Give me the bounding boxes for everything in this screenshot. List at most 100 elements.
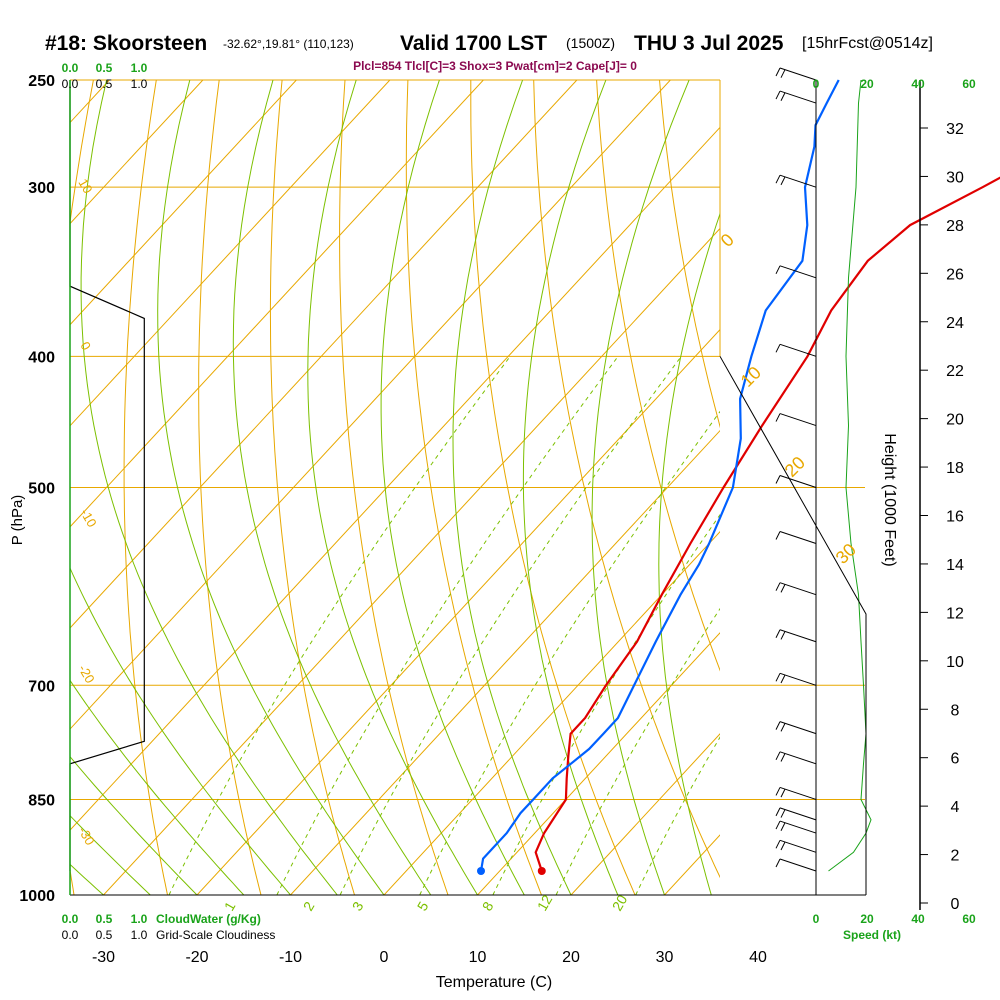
wind-barb-flag: [780, 753, 786, 762]
valid-zulu: (1500Z): [566, 35, 615, 51]
adiabat-label: -10: [77, 506, 99, 530]
wind-barb-flag: [775, 629, 781, 638]
moist-adiabat--10: [70, 566, 291, 895]
wind-barb: [779, 629, 817, 643]
wind-barb: [779, 858, 817, 872]
height-tick-label: 14: [946, 557, 964, 574]
temperature-surface-point: [537, 867, 546, 876]
dry-adiabat-330: [659, 80, 720, 429]
sounding-series: [476, 79, 1000, 876]
wind-barb: [779, 582, 817, 596]
height-axis-label: Height (1000 Feet): [881, 433, 898, 566]
wind-barb: [779, 820, 817, 834]
cloudiness-tick-top: 1.0: [131, 77, 148, 91]
cloudwater-tick-bottom: 0.5: [96, 912, 113, 926]
temperature-axis-label: Temperature (C): [436, 974, 552, 991]
mixing-ratio-label: 12: [534, 892, 556, 914]
valid-time: Valid 1700 LST: [400, 32, 547, 55]
cloudiness-tick-bottom: 0.0: [62, 928, 79, 942]
wind-barb-flag: [780, 809, 786, 818]
wind-barb: [779, 672, 817, 686]
mixing-ratio-20: [635, 736, 720, 895]
valid-date: THU 3 Jul 2025: [634, 32, 784, 55]
wind-barb-flag: [775, 90, 781, 100]
isotherm--50: [70, 80, 671, 730]
wind-barb-flag: [780, 631, 786, 640]
panel-border: [719, 356, 867, 895]
pressure-tick-label: 300: [28, 180, 55, 197]
forecast-info: [15hrFcst@0514z]: [802, 35, 933, 52]
cloudwater-tick-top: 1.0: [131, 61, 148, 75]
height-tick-label: 2: [951, 848, 960, 865]
isotherm--90: [70, 80, 297, 326]
speed-label: Speed (kt): [843, 928, 901, 942]
height-tick-label: 24: [946, 315, 964, 332]
height-tick-label: 30: [946, 169, 964, 186]
wind-barb-flag: [780, 788, 786, 798]
moist-adiabat-10: [307, 80, 478, 895]
cloudwater-tick-bottom: 0.0: [62, 912, 79, 926]
speed-tick-bottom: 60: [962, 912, 976, 926]
mixing-ratio-3: [339, 356, 682, 895]
sounding-params: Plcl=854 Tlcl[C]=3 Shox=3 Pwat[cm]=2 Cap…: [353, 59, 637, 73]
speed-tick-top: 40: [911, 77, 925, 91]
moist-adiabat-5: [232, 80, 432, 895]
cloudwater-tick-top: 0.0: [62, 61, 79, 75]
wind-barb-flag: [775, 751, 781, 761]
isotherm-label: 30: [832, 540, 860, 568]
cloudiness-line: [69, 80, 145, 871]
adiabat-label: -30: [75, 824, 97, 848]
height-tick-label: 6: [951, 751, 960, 768]
height-tick-label: 20: [946, 412, 964, 429]
adiabat-label: 0: [77, 339, 94, 353]
isotherm-50: [852, 80, 1000, 895]
height-tick-label: 28: [946, 218, 964, 235]
moist-adiabat-35: [658, 212, 720, 895]
wind-barbs: [775, 67, 872, 872]
wind-barb: [779, 751, 817, 765]
moist-adiabat-0: [157, 80, 385, 895]
dry-adiabat-300: [470, 80, 636, 895]
isotherm-label: 20: [781, 453, 809, 481]
wind-barb: [779, 174, 817, 188]
isotherm--80: [70, 80, 391, 427]
wind-barb-flag: [775, 265, 781, 275]
cloudwater-label: CloudWater (g/Kg): [156, 912, 261, 926]
wind-barb-flag: [775, 344, 781, 353]
isotherm-label: 10: [737, 363, 765, 391]
station-coords: -32.62°,19.81° (110,123): [223, 37, 354, 51]
adiabat-label: 10: [75, 176, 95, 196]
height-tick-label: 10: [946, 654, 964, 671]
dry-adiabat-380: [974, 80, 1000, 895]
speed-tick-bottom: 0: [813, 912, 820, 926]
pressure-tick-label: 850: [28, 792, 55, 809]
dry-adiabat-360: [848, 80, 1000, 895]
dewpoint-surface-point: [476, 867, 485, 876]
mixing-ratio-label: 5: [414, 899, 432, 914]
isotherm-20: [570, 733, 720, 895]
dry-adiabat-310: [533, 80, 720, 879]
cloudiness-tick-bottom: 0.5: [96, 928, 113, 942]
moist-adiabat-25: [522, 80, 619, 895]
isotherm--20: [196, 328, 720, 895]
temp-tick-label: -30: [92, 949, 115, 966]
temp-tick-label: -20: [185, 949, 208, 966]
moist-adiabat-20: [452, 80, 572, 895]
mixing-ratio-label: 2: [300, 899, 318, 914]
wind-barb-flag: [775, 67, 781, 77]
wind-barb-flag: [775, 721, 781, 730]
speed-tick-bottom: 40: [911, 912, 925, 926]
pressure-tick-label: 1000: [19, 888, 55, 905]
height-tick-label: 8: [951, 702, 960, 719]
mixing-ratio-label: 3: [349, 899, 367, 914]
wind-barb: [779, 343, 817, 357]
wind-barb-flag: [775, 807, 781, 817]
height-tick-label: 16: [946, 509, 964, 526]
wind-barb-flag: [780, 822, 786, 831]
moist-adiabat--5: [80, 80, 338, 895]
wind-barb-flag: [775, 787, 781, 796]
wind-barb: [779, 67, 817, 81]
moist-adiabat-30: [591, 80, 690, 895]
